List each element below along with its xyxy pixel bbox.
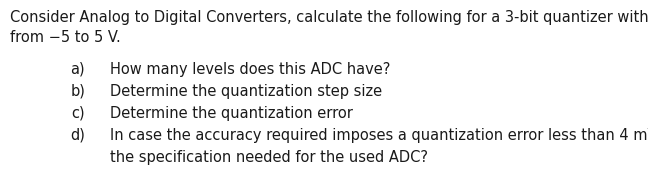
Text: d): d) (70, 128, 85, 143)
Text: from −5 to 5 V.: from −5 to 5 V. (10, 30, 121, 45)
Text: Determine the quantization step size: Determine the quantization step size (110, 84, 382, 99)
Text: c): c) (71, 106, 85, 121)
Text: b): b) (70, 84, 85, 99)
Text: the specification needed for the used ADC?: the specification needed for the used AD… (110, 150, 428, 165)
Text: a): a) (71, 62, 85, 77)
Text: Determine the quantization error: Determine the quantization error (110, 106, 353, 121)
Text: Consider Analog to Digital Converters, calculate the following for a 3-bit quant: Consider Analog to Digital Converters, c… (10, 10, 648, 25)
Text: In case the accuracy required imposes a quantization error less than 4 mV, what : In case the accuracy required imposes a … (110, 128, 648, 143)
Text: How many levels does this ADC have?: How many levels does this ADC have? (110, 62, 390, 77)
